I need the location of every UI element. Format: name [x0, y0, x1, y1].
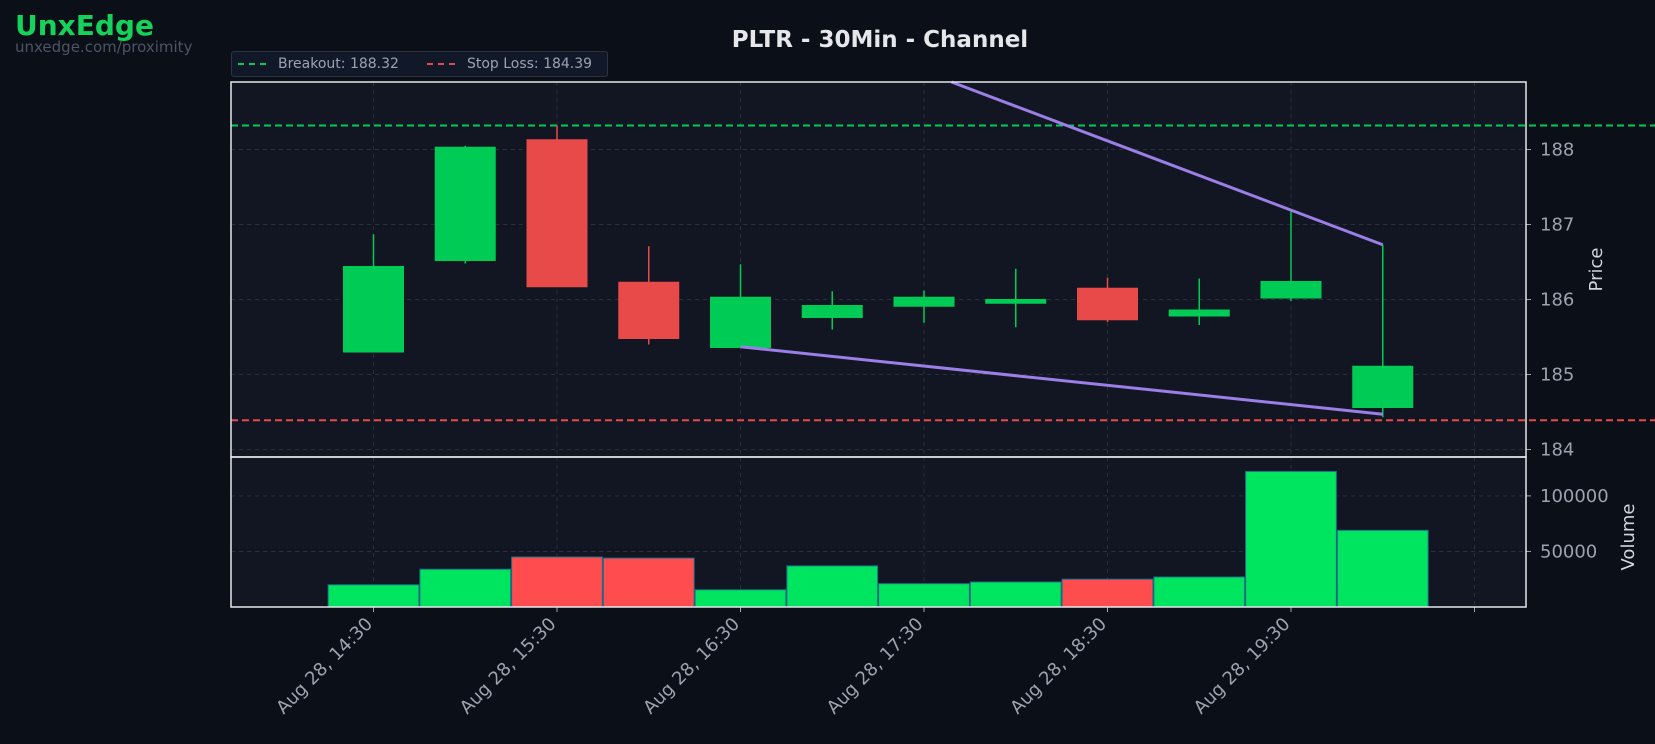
volume-bar-3 — [602, 557, 695, 608]
candle-body-1 — [434, 146, 496, 261]
volume-axis-label: Volume — [1618, 504, 1639, 571]
legend-swatch-breakout — [238, 63, 266, 65]
volume-bar-2 — [511, 556, 603, 608]
candle-body-2 — [526, 139, 588, 288]
volume-bar-6 — [878, 583, 970, 608]
volume-bar-1 — [419, 568, 512, 608]
legend-swatch-stop-loss — [426, 63, 455, 65]
x-tick-label-5: Aug 28, 19:30 — [1190, 614, 1295, 719]
candle-body-3 — [618, 281, 680, 339]
candle-body-10 — [1260, 281, 1322, 299]
x-tick-label-1: Aug 28, 15:30 — [456, 614, 561, 719]
price-tick-label-185: 185 — [1540, 365, 1574, 386]
price-tick-label-187: 187 — [1540, 215, 1574, 236]
volume-bar-0 — [327, 584, 420, 608]
x-tick-label-0: Aug 28, 14:30 — [272, 614, 377, 719]
volume-bar-10 — [1245, 470, 1337, 608]
x-tick-label-4: Aug 28, 18:30 — [1006, 614, 1111, 719]
price-panel — [231, 82, 1526, 457]
volume-tick-label-50000: 50000 — [1540, 541, 1597, 562]
brand-logo: UnxEdge — [15, 9, 154, 42]
price-tick-label-184: 184 — [1540, 440, 1574, 461]
volume-bar-5 — [786, 565, 879, 608]
candle-body-9 — [1168, 309, 1230, 317]
volume-bar-8 — [1061, 578, 1154, 608]
candle-body-6 — [893, 296, 955, 307]
price-tick-label-186: 186 — [1540, 290, 1574, 311]
brand-url: unxedge.com/proximity — [15, 38, 193, 56]
candle-body-4 — [710, 296, 771, 348]
channel-lower-line — [740, 345, 1383, 416]
x-tick-label-2: Aug 28, 16:30 — [639, 614, 744, 719]
legend-label-stop-loss: Stop Loss: 184.39 — [466, 56, 593, 72]
volume-bar-9 — [1153, 576, 1246, 608]
chart-title: PLTR - 30Min - Channel — [731, 27, 1029, 53]
legend-item-stop-loss: Stop Loss: 184.39 — [426, 56, 593, 72]
legend-label-breakout: Breakout: 188.32 — [278, 56, 399, 72]
candle-body-5 — [801, 305, 863, 318]
chart-legend: Breakout: 188.32 Stop Loss: 184.39 — [231, 51, 608, 77]
volume-bar-4 — [694, 589, 787, 608]
candle-body-8 — [1077, 287, 1138, 321]
candle-body-11 — [1352, 365, 1414, 408]
volume-tick-label-100000: 100000 — [1540, 486, 1609, 507]
price-tick-label-188: 188 — [1540, 140, 1574, 161]
volume-bar-11 — [1336, 529, 1429, 608]
legend-item-breakout: Breakout: 188.32 — [238, 56, 399, 72]
volume-bar-7 — [969, 581, 1062, 608]
price-axis-label: Price — [1586, 248, 1607, 292]
x-tick-label-3: Aug 28, 17:30 — [823, 614, 928, 719]
volume-panel-frame — [230, 456, 1527, 608]
candle-body-0 — [343, 266, 404, 353]
channel-upper-line — [950, 80, 1384, 247]
candle-body-7 — [985, 299, 1047, 304]
